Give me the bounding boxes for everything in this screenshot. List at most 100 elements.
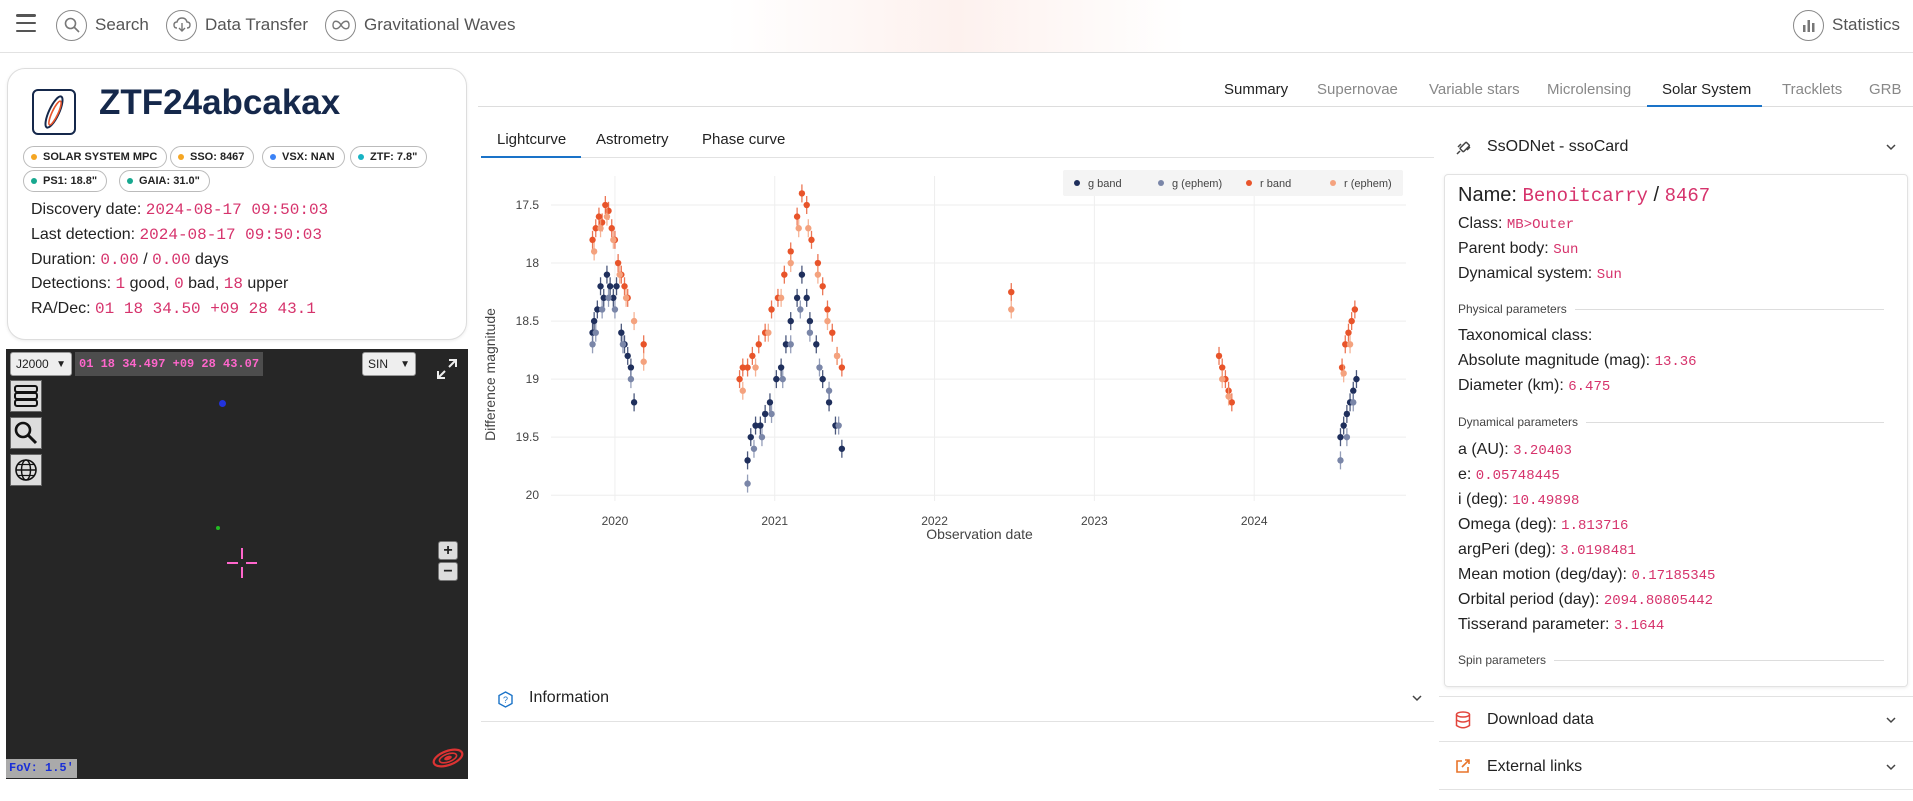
menu-icon[interactable] — [16, 14, 36, 32]
data-point — [768, 410, 775, 418]
x-tick-label: 2020 — [602, 514, 629, 528]
lightcurve-plot[interactable]: 2020 2021 2022 2023 2024 17.5 18 18.5 19 19.5 20 Ob… — [481, 166, 1411, 656]
data-point — [755, 341, 762, 348]
data-point — [739, 364, 746, 371]
badge-dot — [178, 154, 184, 160]
badge-solar-system: SOLAR SYSTEM MPC — [23, 146, 168, 168]
data-point — [787, 259, 794, 267]
data-point — [605, 294, 612, 302]
tab-summary[interactable]: Summary — [1224, 81, 1289, 98]
data-point — [595, 213, 603, 220]
data-point — [1348, 317, 1355, 325]
data-point — [1342, 341, 1349, 348]
frame-select[interactable]: J2000 ▼ — [10, 352, 72, 376]
zoom-out-button[interactable]: − — [438, 562, 458, 581]
y-tick-label: 19.5 — [516, 430, 540, 444]
data-point — [589, 341, 596, 348]
y-tick-label: 18.5 — [516, 314, 540, 328]
data-point — [793, 294, 801, 302]
subtab-lightcurve[interactable]: Lightcurve — [497, 131, 567, 148]
data-point — [630, 399, 638, 406]
tab-supernovae[interactable]: Supernovae — [1317, 81, 1398, 98]
data-point — [610, 294, 617, 302]
data-point — [814, 271, 822, 278]
infinity-icon — [325, 9, 356, 41]
badge-dot — [31, 154, 37, 160]
data-point — [613, 283, 620, 290]
badge-dot — [31, 178, 37, 184]
data-point — [795, 225, 802, 232]
data-point — [603, 271, 611, 278]
data-point — [816, 364, 823, 371]
data-point — [622, 294, 630, 302]
badge-dot — [270, 154, 276, 160]
tab-tracklets[interactable]: Tracklets — [1782, 81, 1843, 98]
tab-microlensing[interactable]: Microlensing — [1547, 81, 1632, 98]
data-point — [1337, 433, 1344, 441]
fullscreen-icon[interactable] — [436, 358, 458, 380]
data-point — [594, 306, 601, 313]
data-point — [1346, 341, 1354, 348]
subtab-phase-curve[interactable]: Phase curve — [702, 131, 786, 148]
data-point — [1350, 399, 1357, 406]
nav-search[interactable]: Search — [56, 9, 149, 41]
sso-dynamical-system: Dynamical system: Sun — [1458, 265, 1622, 283]
globe-icon[interactable] — [10, 454, 42, 486]
nav-gravitational-waves[interactable]: Gravitational Waves — [325, 9, 515, 41]
search-icon[interactable] — [10, 417, 42, 449]
data-point — [798, 190, 806, 197]
zoom-in-button[interactable]: + — [438, 541, 458, 560]
lightcurve-chart[interactable]: 2020 2021 2022 2023 2024 17.5 18 18.5 19 19.5 20 Ob… — [481, 166, 1411, 656]
object-name: ZTF24abcakax — [99, 83, 341, 122]
ssocard-accordion-header[interactable]: SsODNet - ssoCard — [1439, 124, 1913, 170]
fov-label: FoV: 1.5' — [6, 759, 77, 778]
database-icon — [1455, 711, 1471, 734]
nav-data-transfer[interactable]: Data Transfer — [166, 9, 308, 41]
projection-select[interactable]: SIN ▼ — [362, 352, 416, 376]
active-tab-indicator — [1647, 105, 1762, 107]
y-tick-label: 20 — [526, 488, 540, 502]
x-tick-label: 2024 — [1241, 514, 1268, 528]
discovery-date-value: 2024-08-17 09:50:03 — [145, 201, 329, 219]
nav-search-label: Search — [95, 15, 149, 34]
nav-statistics[interactable]: Statistics — [1793, 9, 1900, 41]
subtab-astrometry[interactable]: Astrometry — [596, 131, 669, 148]
information-accordion[interactable]: ? Information — [481, 677, 1434, 722]
tab-solar-system[interactable]: Solar System — [1662, 81, 1752, 98]
y-tick-label: 18 — [526, 256, 540, 270]
data-point — [757, 422, 764, 429]
legend-label: g (ephem) — [1172, 178, 1222, 190]
tab-variable-stars[interactable]: Variable stars — [1429, 81, 1520, 98]
data-point — [1340, 422, 1347, 429]
ssocard-panel: SsODNet - ssoCard Name: Benoitcarry / 84… — [1439, 124, 1913, 801]
solar-system-subtabs: Lightcurve Astrometry Phase curve — [481, 122, 1434, 158]
download-data-accordion[interactable]: Download data — [1439, 696, 1913, 742]
data-point — [627, 375, 635, 383]
data-point — [747, 433, 754, 441]
external-links-accordion[interactable]: External links — [1439, 744, 1913, 790]
data-point — [1008, 288, 1015, 296]
data-point — [793, 213, 801, 220]
tab-grb[interactable]: GRB — [1869, 81, 1902, 98]
badge-dot — [127, 178, 133, 184]
data-point — [787, 317, 794, 325]
x-axis-label: Observation date — [926, 526, 1033, 542]
data-point — [825, 387, 833, 394]
data-point — [781, 271, 788, 278]
data-point — [766, 399, 774, 406]
data-point — [787, 248, 794, 255]
ssocard-body: Name: Benoitcarry / 8467 Class: MB>Outer… — [1444, 174, 1908, 687]
y-tick-label: 17.5 — [516, 198, 540, 212]
badge-sso: SSO: 8467 — [170, 146, 255, 168]
legend-marker — [1158, 180, 1164, 186]
layers-icon[interactable] — [10, 380, 42, 412]
bar-chart-icon — [1793, 9, 1824, 41]
data-point — [803, 201, 810, 209]
object-card: ZTF24abcakax SOLAR SYSTEM MPC SSO: 8467 … — [7, 68, 467, 340]
aladin-sky-viewer[interactable]: J2000 ▼ 01 18 34.497 +09 28 43.07 SIN ▼ + … — [6, 349, 468, 779]
sso-argperi: argPeri (deg): 3.0198481 — [1458, 541, 1636, 559]
legend-label: r band — [1260, 178, 1291, 190]
data-point — [618, 329, 625, 336]
external-link-icon — [1455, 758, 1471, 779]
sso-number-value: 8467 — [1664, 185, 1711, 207]
